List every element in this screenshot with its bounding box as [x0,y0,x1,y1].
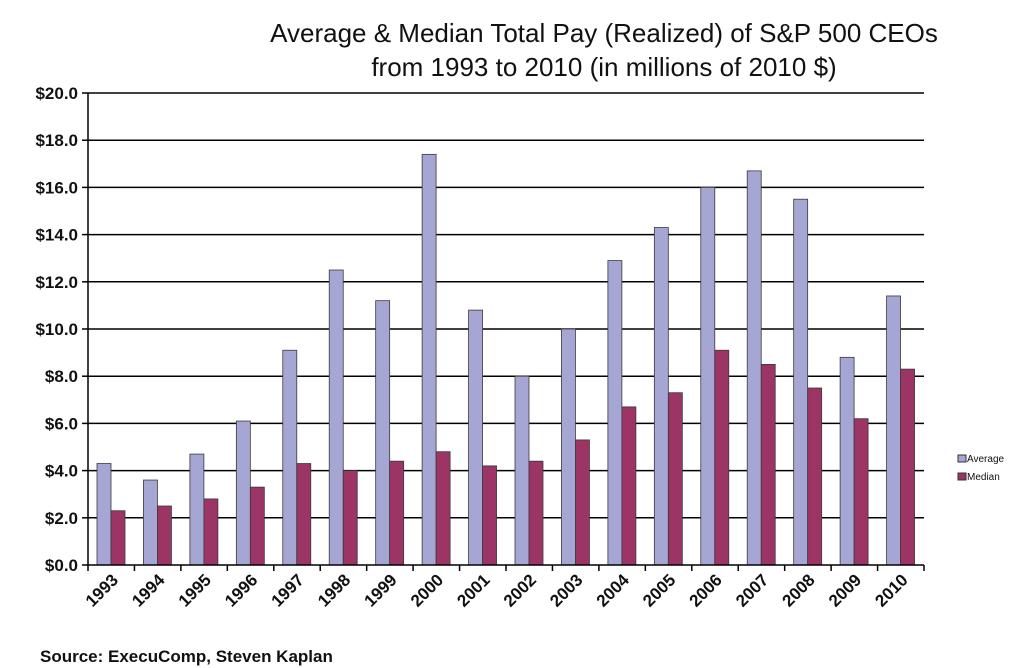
bar-median-1997 [296,463,312,566]
x-tick-label: 2000 [407,570,447,610]
y-tick-label: $4.0 [45,462,78,481]
legend-label-average: Average [967,454,1005,465]
bar-median-1998 [342,470,358,566]
source-note: Source: ExecuComp, Steven Kaplan [40,647,333,666]
y-tick-label: $14.0 [35,226,78,245]
bar-average-1994 [143,479,158,566]
bar-median-1999 [389,460,405,566]
y-tick-label: $8.0 [45,367,78,386]
bar-average-2004 [607,260,623,566]
legend-swatch-median [957,472,967,481]
x-tick-labels: 1993 1994 1995 1996 1997 1998 1999 2000 2001 2002… [82,570,912,611]
bar-median-2008 [807,387,823,566]
y-tick-label: $6.0 [45,414,78,433]
bar-average-1999 [375,300,391,566]
x-tick-label: 2008 [779,570,819,610]
x-tick-label: 2005 [639,570,679,610]
x-tick-label: 2006 [686,570,726,610]
y-tick-label: $20.0 [35,84,78,103]
bar-median-2000 [435,451,451,566]
legend-swatch-average [957,454,967,463]
axes [82,92,925,571]
x-tick-label: 2003 [546,570,586,610]
y-tick-labels: $0.0 $2.0 $4.0 $6.0 $8.0 $10.0 $12.0 $14.0 $16.0… [35,84,78,575]
bar-average-2000 [421,153,437,566]
x-tick-label: 1993 [82,570,122,610]
gridlines [88,92,924,519]
bar-median-1994 [157,505,172,566]
bar-average-1995 [189,453,205,566]
bar-average-2009 [839,356,855,566]
x-tick-label: 1994 [128,570,169,611]
x-tick-label: 2009 [825,570,865,610]
chart-title-line2: from 1993 to 2010 (in millions of 2010 $… [371,52,836,82]
x-tick-label: 2007 [732,570,772,610]
bar-median-1993 [110,510,126,566]
x-tick-label: 2004 [593,570,634,611]
bar-median-2001 [482,465,497,566]
bar-average-2006 [700,186,716,566]
bar-average-1993 [96,463,112,566]
bar-average-1998 [328,269,344,566]
legend-label-median: Median [967,472,1000,483]
bar-average-2001 [468,309,483,566]
bar-average-2003 [561,328,576,566]
bar-average-2008 [793,198,809,566]
bar-median-2002 [528,460,544,566]
bar-median-1995 [203,498,219,566]
x-tick-label: 1996 [221,570,261,610]
bar-median-2003 [575,439,590,566]
bar-median-1996 [249,486,265,566]
chart-title-line1: Average & Median Total Pay (Realized) of… [270,18,938,48]
bar-average-1997 [282,349,298,566]
x-tick-label: 2001 [453,570,493,610]
bar-median-2005 [667,392,683,566]
y-tick-label: $18.0 [35,131,78,150]
x-tick-label: 2010 [871,570,911,610]
y-tick-label: $2.0 [45,509,78,528]
bar-median-2004 [621,406,637,566]
y-tick-label: $12.0 [35,273,78,292]
bar-average-2010 [886,295,901,566]
bar-median-2007 [760,363,776,566]
bar-median-2009 [853,418,869,566]
x-tick-label: 1997 [268,570,308,610]
bar-average-2007 [746,170,762,566]
bar-median-2006 [714,349,730,566]
x-tick-label: 1995 [175,570,215,610]
x-tick-label: 1998 [314,570,354,610]
y-tick-label: $16.0 [35,178,78,197]
x-tick-label: 1999 [361,570,401,610]
y-tick-label: $10.0 [35,320,78,339]
bars [96,153,915,566]
bar-median-2010 [900,368,915,566]
y-tick-label: $0.0 [45,556,78,575]
legend: Average Median [957,454,1005,483]
bar-average-2002 [514,375,530,566]
bar-average-1996 [235,420,251,566]
bar-average-2005 [653,227,669,566]
x-tick-label: 2002 [500,570,540,610]
